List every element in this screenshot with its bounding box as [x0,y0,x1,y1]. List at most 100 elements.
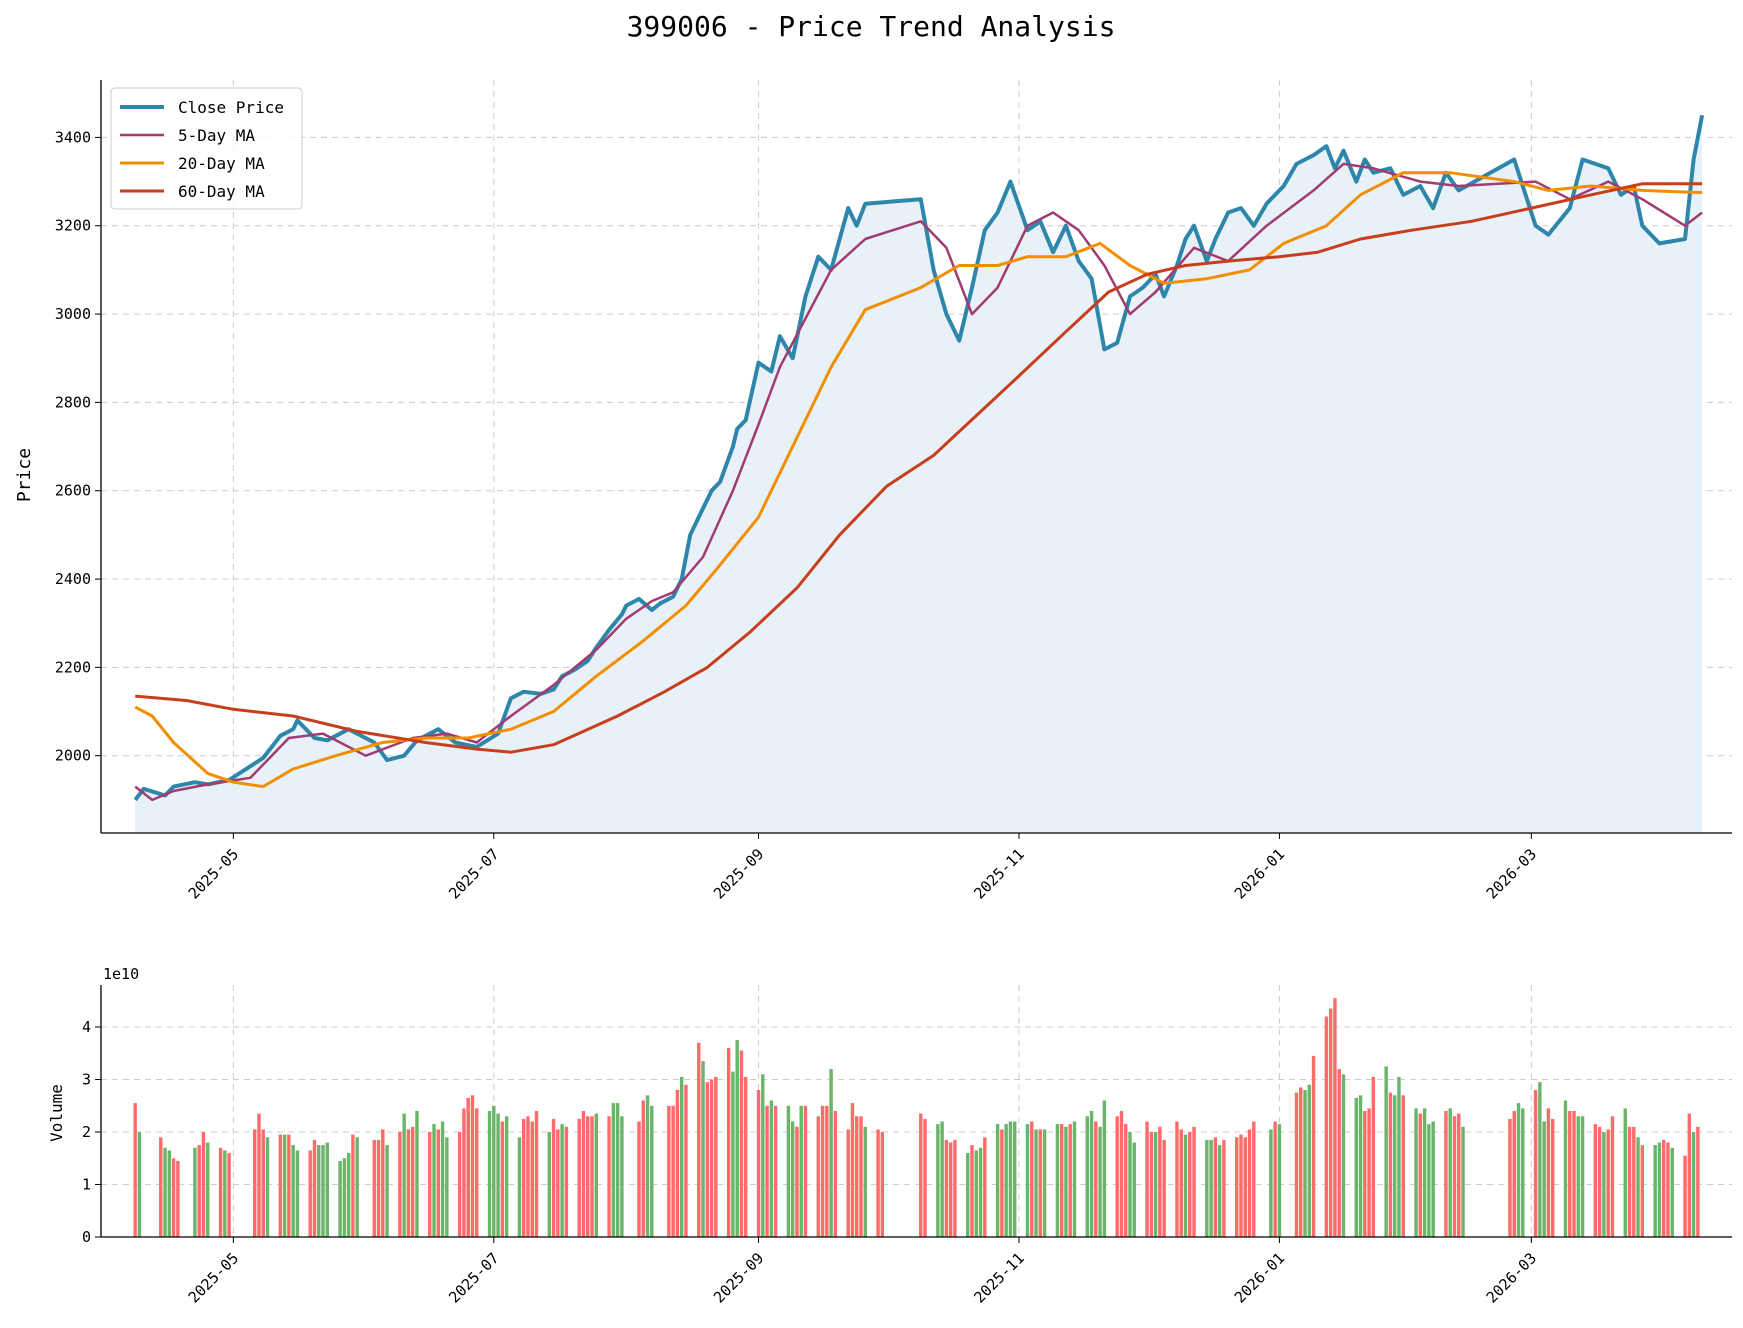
volume-bar [744,1076,748,1237]
volume-bar [1623,1108,1627,1237]
volume-bar [641,1100,645,1237]
volume-bar [1636,1137,1640,1238]
volume-x-tick-label: 2025-11 [970,1249,1027,1306]
volume-bar [1696,1126,1700,1238]
volume-bar [581,1111,586,1237]
volume-bar [1094,1121,1098,1237]
volume-y-tick-label: 4 [82,1018,91,1036]
volume-bar [1542,1121,1546,1237]
volume-bar [739,1050,744,1237]
volume-bar [786,1105,791,1238]
volume-bar [1431,1121,1435,1237]
volume-bar [342,1158,347,1238]
volume-bar [1183,1134,1188,1237]
volume-bar [1422,1108,1427,1237]
price-y-tick-label: 3000 [55,305,91,323]
volume-bar [278,1134,283,1237]
price-x-tick-label: 2025-09 [710,845,767,902]
volume-bar [940,1121,944,1237]
volume-bar [1038,1129,1043,1237]
volume-bar [1299,1087,1303,1237]
volume-bar [1269,1129,1273,1237]
volume-bar [1666,1142,1670,1237]
volume-bar [1397,1076,1401,1237]
volume-bar [445,1137,449,1238]
volume-bar [974,1150,978,1237]
volume-bar [1273,1121,1277,1237]
volume-bar [321,1145,325,1237]
price-y-tick-label: 2800 [55,393,91,411]
volume-bar [1418,1113,1423,1237]
volume-bar [223,1150,227,1237]
price-panel: 2000 2200 2400 2600 2800 3000 3200 3400 2025-05 2… [14,80,1732,903]
volume-bar [253,1129,257,1237]
volume-bar [564,1126,569,1238]
volume-bar [1538,1082,1542,1237]
volume-bar [1602,1132,1606,1237]
volume-bar [1034,1129,1038,1237]
volume-bar [919,1113,923,1237]
volume-bar [265,1137,270,1238]
volume-y-tick-label: 1 [82,1176,91,1194]
volume-y-tick-label: 3 [82,1071,91,1089]
volume-bar [1252,1121,1256,1237]
volume-bar [1576,1116,1581,1238]
volume-bar [1055,1124,1060,1237]
volume-bar [697,1042,701,1238]
volume-bar [1128,1132,1132,1237]
volume-bar [287,1134,291,1237]
volume-bar [803,1105,808,1238]
volume-bar [1294,1092,1299,1237]
volume-bar [855,1116,859,1238]
legend-box [110,87,303,210]
volume-bar [1546,1108,1551,1237]
volume-bar [521,1118,526,1237]
volume-bar [466,1097,470,1237]
volume-bar [560,1124,564,1237]
price-x-tick-label: 2025-05 [185,845,242,902]
close-price-fill [135,115,1703,834]
volume-bar [1580,1116,1585,1238]
volume-y-label: Volume [47,1084,66,1142]
volume-bar [944,1139,949,1237]
volume-bar [1593,1124,1598,1237]
volume-bar [995,1124,1000,1237]
volume-bar [1132,1142,1136,1237]
volume-bar [1610,1116,1615,1238]
volume-bar [590,1116,594,1238]
volume-bar [137,1132,142,1237]
volume-bar [773,1105,778,1238]
price-y-label: Price [14,448,35,502]
volume-bar [346,1153,351,1237]
legend-entry: 60-Day MA [178,182,265,201]
volume-scale-label: 1e10 [103,965,139,983]
volume-panel: 0 1 2 3 4 2025-05 2025-07 2025-09 2025-11 2026-01… [47,965,1732,1307]
volume-bar [410,1126,415,1238]
volume-bar [402,1113,406,1237]
volume-bar [1363,1111,1367,1237]
volume-bar [611,1103,616,1237]
volume-bar [1358,1095,1363,1238]
volume-bar [1388,1092,1393,1237]
volume-bar [1452,1116,1457,1238]
volume-bar [675,1090,680,1237]
volume-bar [206,1142,210,1237]
volume-bar [163,1147,167,1238]
volume-bar [1521,1108,1525,1237]
volume-bar [1550,1118,1555,1237]
volume-bar [159,1137,163,1238]
volume-bar [171,1158,176,1238]
volume-bar [1085,1116,1089,1238]
volume-bar [534,1111,539,1237]
volume-x-tick-label: 2025-09 [710,1249,767,1306]
volume-bar [381,1129,385,1237]
volume-bar [1508,1118,1512,1237]
volume-y-tick-label: 2 [82,1123,91,1141]
volume-bar [1653,1145,1657,1237]
price-x-tick-label: 2026-03 [1483,845,1540,902]
volume-bar [620,1116,624,1238]
volume-bar [308,1150,312,1237]
volume-bar [983,1137,987,1238]
volume-bar [1243,1137,1247,1238]
volume-bar [731,1071,735,1237]
